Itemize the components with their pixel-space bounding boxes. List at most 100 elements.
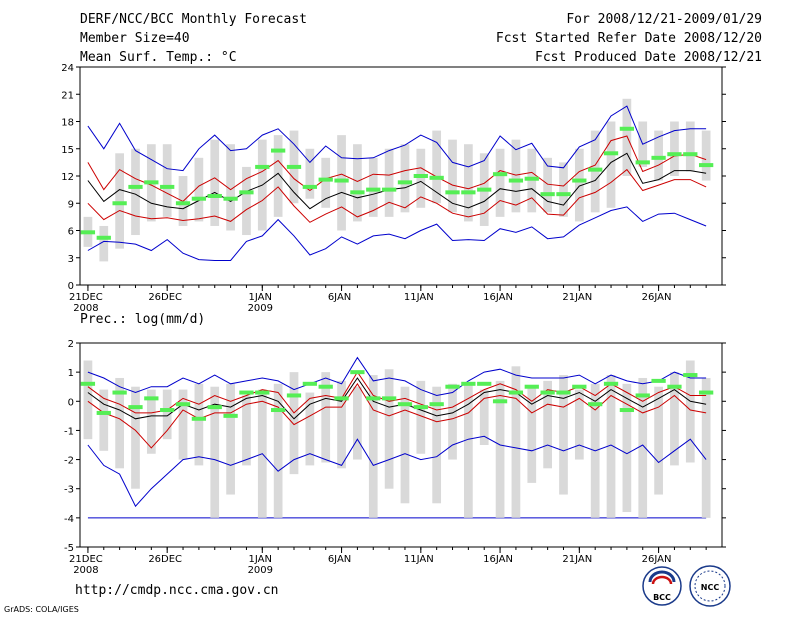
temp-obs-marker [651, 155, 666, 160]
prec-x-tick-year: 2008 [73, 565, 98, 576]
temp-box [400, 144, 410, 213]
prec-obs-marker [651, 378, 666, 383]
prec-box [321, 372, 331, 463]
temp-box [701, 130, 711, 181]
chart-title: DERF/NCC/BCC Monthly Forecast [80, 12, 307, 27]
prec-upper-line [87, 371, 707, 414]
temp-obs-marker [271, 148, 286, 153]
temp-obs-marker [286, 164, 302, 169]
temp-obs-marker [461, 190, 476, 195]
prec-box [305, 392, 315, 466]
grads-credit: GrADS: COLA/IGES [4, 605, 79, 614]
prec-obs-marker [572, 384, 587, 389]
temp-obs-marker [207, 193, 222, 198]
temp-obs-marker [191, 196, 207, 201]
temp-box [242, 166, 251, 236]
temp-min-line [87, 206, 707, 261]
temp-obs-marker [619, 126, 635, 131]
prec-y-tick-label: -1 [64, 426, 74, 437]
temp-obs-marker [492, 172, 508, 177]
prec-box [638, 377, 648, 518]
prec-obs-marker [255, 390, 270, 395]
prec-obs-marker [492, 399, 508, 404]
prec-x-tick-label: 16JAN [483, 554, 513, 565]
temp-x-tick-label: 16JAN [483, 292, 513, 303]
temp-obs-marker [603, 151, 619, 156]
prec-obs-marker [350, 370, 365, 375]
temp-x-tick-year: 2009 [248, 303, 273, 314]
temp-obs-marker [96, 235, 111, 240]
prec-box [242, 395, 251, 466]
prec-obs-marker [445, 384, 460, 389]
temp-box [448, 139, 457, 213]
temp-obs-marker [128, 184, 143, 189]
temp-box [226, 144, 235, 231]
temp-box [559, 162, 568, 217]
temp-upper-line [87, 135, 707, 203]
prec-obs-marker [239, 390, 254, 395]
prec-box [432, 386, 442, 504]
prec-obs-marker [588, 402, 603, 407]
prec-x-tick-label: 26DEC [148, 554, 182, 565]
temp-obs-marker [175, 201, 191, 206]
temp-y-tick-label: 18 [61, 118, 74, 129]
temp-obs-marker [255, 164, 270, 169]
prec-obs-marker [381, 396, 397, 401]
prec-obs-marker [683, 373, 698, 378]
prec-obs-marker [366, 396, 381, 401]
temp-x-tick-label: 1JAN [249, 292, 272, 303]
prec-box [527, 386, 537, 483]
prec-box [416, 380, 426, 454]
prec-obs-marker [508, 390, 524, 395]
panel1-title: Mean Surf. Temp.: °C [80, 50, 237, 65]
prec-box [622, 383, 632, 513]
prec-y-tick-label: -3 [64, 485, 74, 496]
prec-y-tick-label: 1 [68, 368, 74, 379]
temp-box [670, 121, 679, 176]
prec-x-tick-label: 21DEC [69, 554, 103, 565]
footer-url: http://cmdp.ncc.cma.gov.cn [75, 583, 279, 598]
temp-obs-marker [318, 177, 333, 182]
prec-obs-marker [128, 405, 143, 410]
temp-box [511, 139, 521, 213]
prec-box [194, 383, 204, 466]
temp-obs-marker [144, 180, 159, 185]
prec-obs-marker [461, 381, 476, 386]
temp-box [654, 130, 663, 181]
temp-box [321, 157, 331, 208]
prec-box [115, 377, 124, 469]
prec-obs-marker [619, 408, 635, 413]
prec-obs-marker [524, 384, 539, 389]
prec-box [210, 386, 220, 518]
temp-obs-marker [699, 163, 714, 168]
prec-box [701, 377, 711, 518]
temp-y-tick-label: 24 [61, 63, 74, 74]
prec-x-tick-label: 26JAN [642, 554, 672, 565]
prec-obs-marker [318, 384, 333, 389]
temp-box [353, 144, 362, 222]
prec-obs-marker [271, 408, 286, 413]
prec-obs-marker [175, 402, 191, 407]
temp-y-tick-label: 6 [68, 227, 74, 238]
temp-obs-marker [334, 178, 349, 183]
temp-x-tick-label: 6JAN [328, 292, 351, 303]
prec-y-tick-label: -4 [64, 514, 74, 525]
temp-obs-marker [350, 190, 365, 195]
prec-box [559, 375, 568, 495]
prec-box [178, 389, 188, 460]
temp-y-tick-label: 15 [61, 145, 74, 156]
temp-box [115, 153, 124, 249]
temp-obs-marker [445, 190, 460, 195]
temp-box [384, 148, 394, 217]
prec-max-line [87, 356, 707, 397]
prec-obs-marker [540, 390, 555, 395]
prec-box [495, 380, 505, 518]
temp-box [131, 148, 140, 236]
prec-box [368, 375, 378, 518]
temp-box [305, 148, 315, 199]
prec-x-tick-label: 21JAN [562, 554, 592, 565]
forecast-period: For 2008/12/21-2009/01/29 [566, 12, 762, 27]
